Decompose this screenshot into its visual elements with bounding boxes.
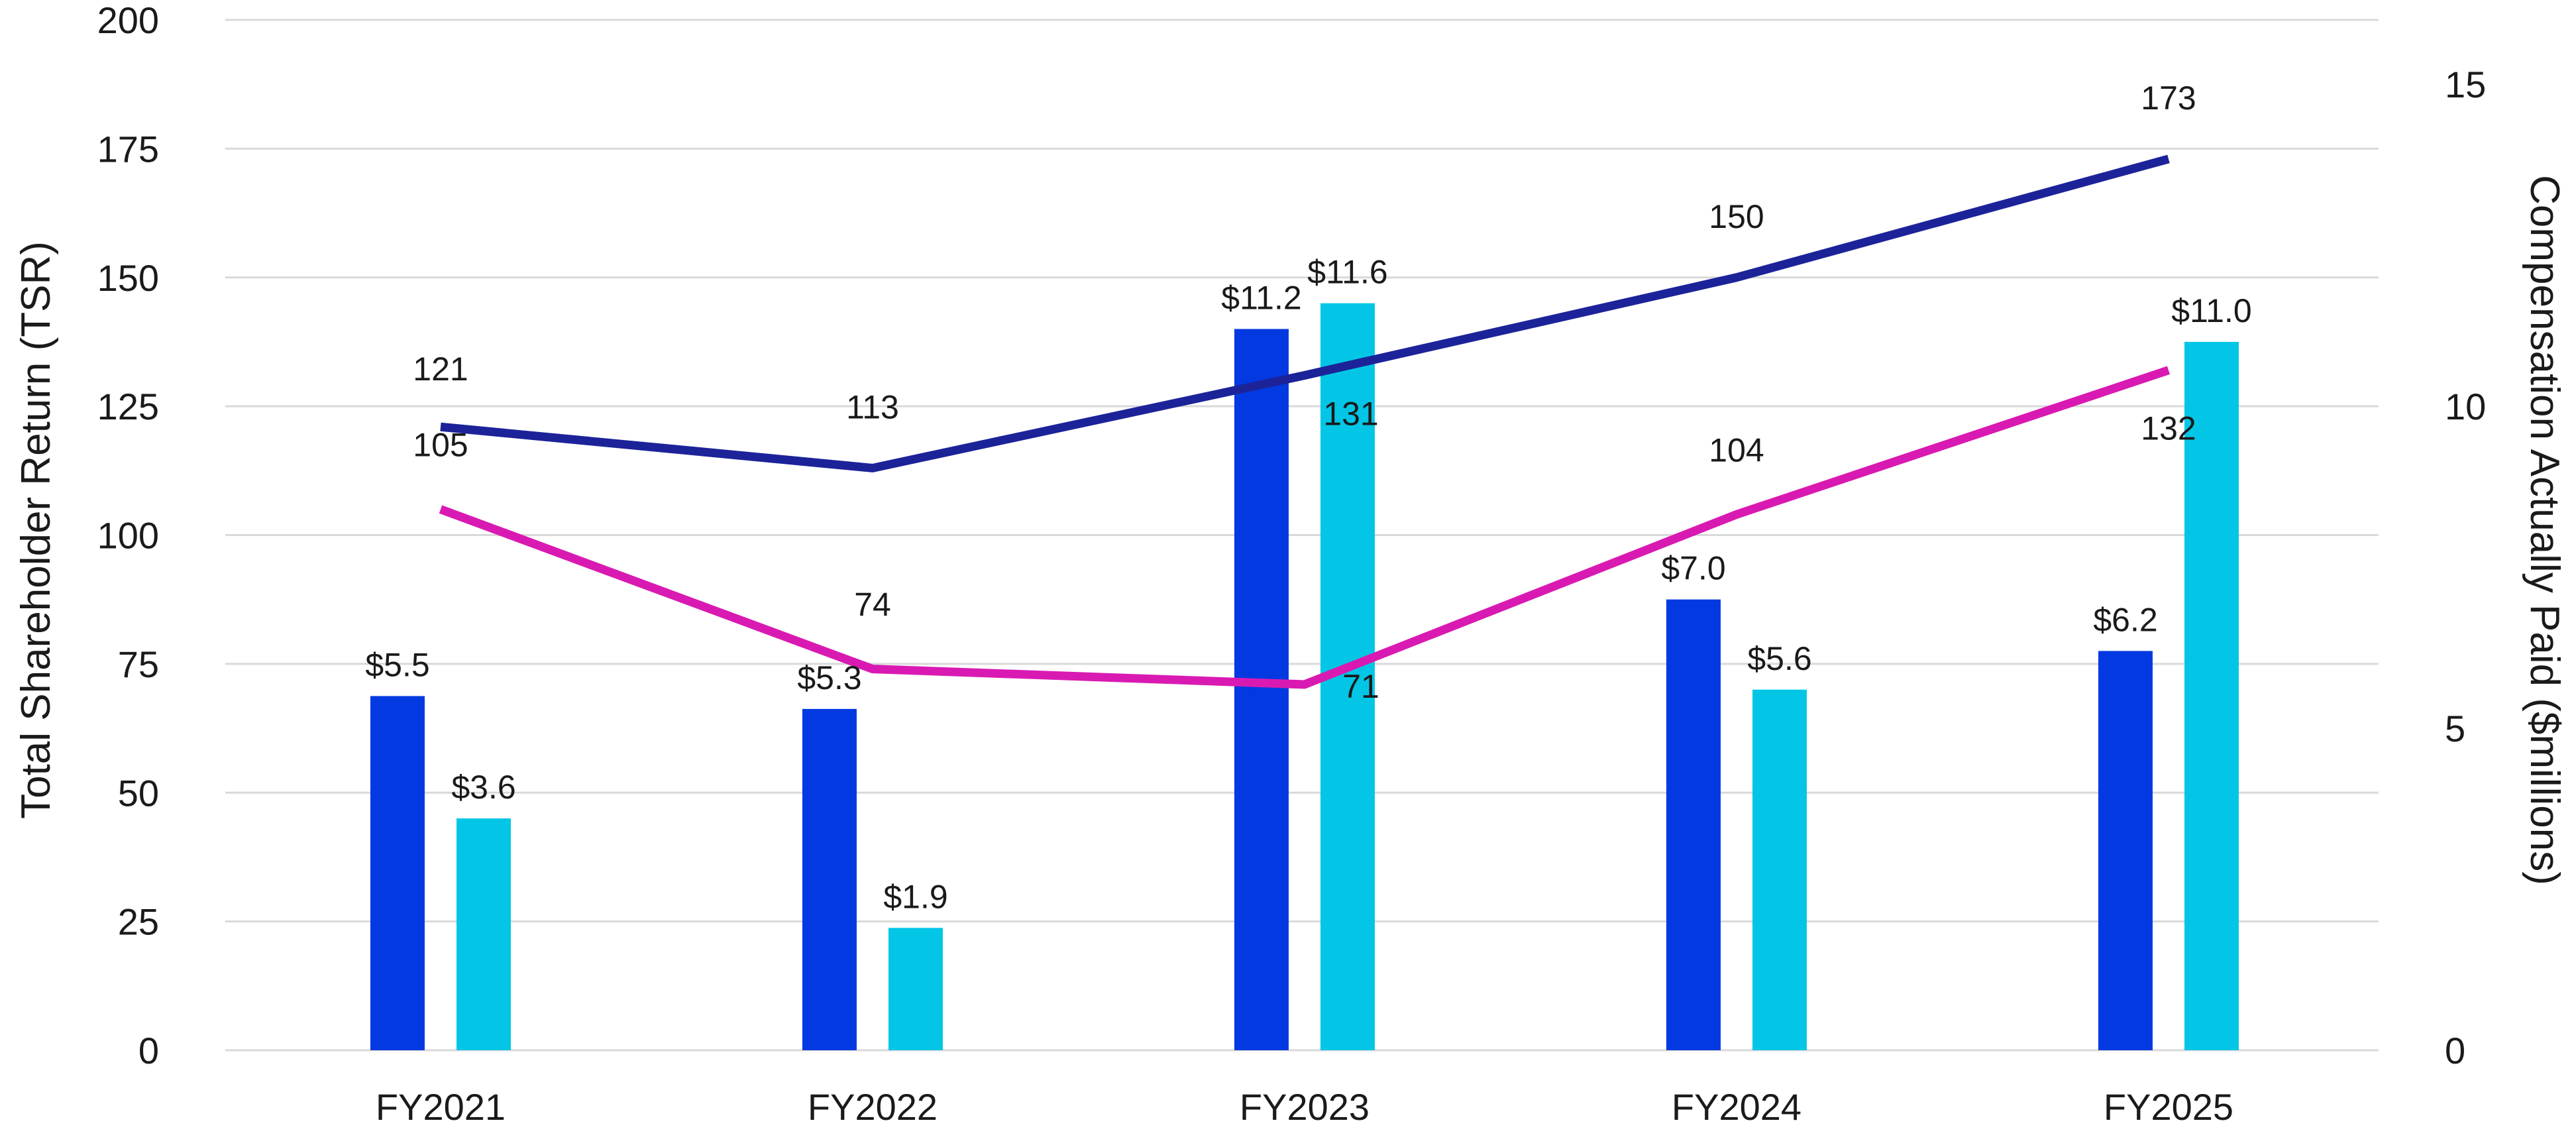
line-data-label: 121 <box>413 351 468 388</box>
bar-data-label: $11.2 <box>1221 280 1301 317</box>
left-tick-label: 75 <box>118 643 159 685</box>
left-tick-label: 25 <box>118 901 159 943</box>
bar-data-label: $1.9 <box>883 878 947 915</box>
bar-a-fy2022 <box>802 708 857 1050</box>
lines <box>439 154 2171 689</box>
line-data-label: 113 <box>846 388 899 425</box>
line-data-label: 74 <box>854 586 891 624</box>
bar-data-label: $5.5 <box>365 646 429 683</box>
axes: Total Shareholder Return (TSR) Compensat… <box>13 0 2567 1128</box>
line-data-label: 150 <box>1709 198 1764 235</box>
line-data-label: 104 <box>1709 431 1764 468</box>
left-tick-label: 200 <box>97 0 159 41</box>
bar-data-label: $5.3 <box>797 659 861 696</box>
right-tick-label: 5 <box>2445 708 2465 749</box>
right-tick-label: 10 <box>2445 386 2486 427</box>
right-tick-label: 0 <box>2445 1030 2465 1071</box>
line-data-label: 71 <box>1342 668 1379 705</box>
right-axis-title: Compensation Actually Paid ($millions) <box>2522 175 2567 885</box>
bar-b-fy2022 <box>888 928 943 1050</box>
data-labels: $5.5 $5.3 $11.2 $7.0 $6.2 $3.6 $1.9 $11.6 $5.6 $1… <box>365 80 2251 915</box>
category-label: FY2024 <box>1672 1086 1801 1128</box>
left-tick-label: 100 <box>97 515 159 557</box>
bar-a-fy2025 <box>2098 651 2153 1050</box>
category-label: FY2021 <box>376 1086 506 1128</box>
bar-data-label: $7.0 <box>1661 550 1725 587</box>
bar-data-label: $6.2 <box>2093 601 2157 638</box>
left-tick-label: 150 <box>97 257 159 299</box>
line-data-label: 132 <box>2141 410 2196 447</box>
line-magenta <box>439 366 2171 689</box>
bar-data-label: $3.6 <box>451 769 515 806</box>
bar-b-fy2021 <box>456 818 511 1050</box>
line-navy <box>440 154 2170 472</box>
left-tick-label: 175 <box>97 128 159 170</box>
bar-a-fy2021 <box>370 696 425 1050</box>
gridlines <box>225 19 2379 1052</box>
left-tick-label: 50 <box>118 772 159 814</box>
line-data-label: 173 <box>2141 80 2196 117</box>
bar-data-label: $11.0 <box>2171 292 2251 329</box>
line-data-label: 131 <box>1323 395 1378 432</box>
bar-data-label: $5.6 <box>1747 640 1811 677</box>
bar-b-fy2024 <box>1752 689 1807 1050</box>
bar-a-fy2024 <box>1666 599 1721 1050</box>
right-tick-label: 15 <box>2445 64 2486 105</box>
bar-data-label: $11.6 <box>1307 254 1387 291</box>
bars <box>370 303 2239 1050</box>
category-label: FY2025 <box>2104 1086 2233 1128</box>
bar-b-fy2025 <box>2184 341 2239 1050</box>
left-tick-label: 0 <box>138 1030 159 1071</box>
line-data-label: 105 <box>413 427 468 464</box>
bar-a-fy2023 <box>1234 329 1289 1050</box>
category-label: FY2022 <box>808 1086 938 1128</box>
left-axis-title: Total Shareholder Return (TSR) <box>13 241 59 819</box>
category-label: FY2023 <box>1240 1086 1369 1128</box>
left-tick-label: 125 <box>97 386 159 427</box>
